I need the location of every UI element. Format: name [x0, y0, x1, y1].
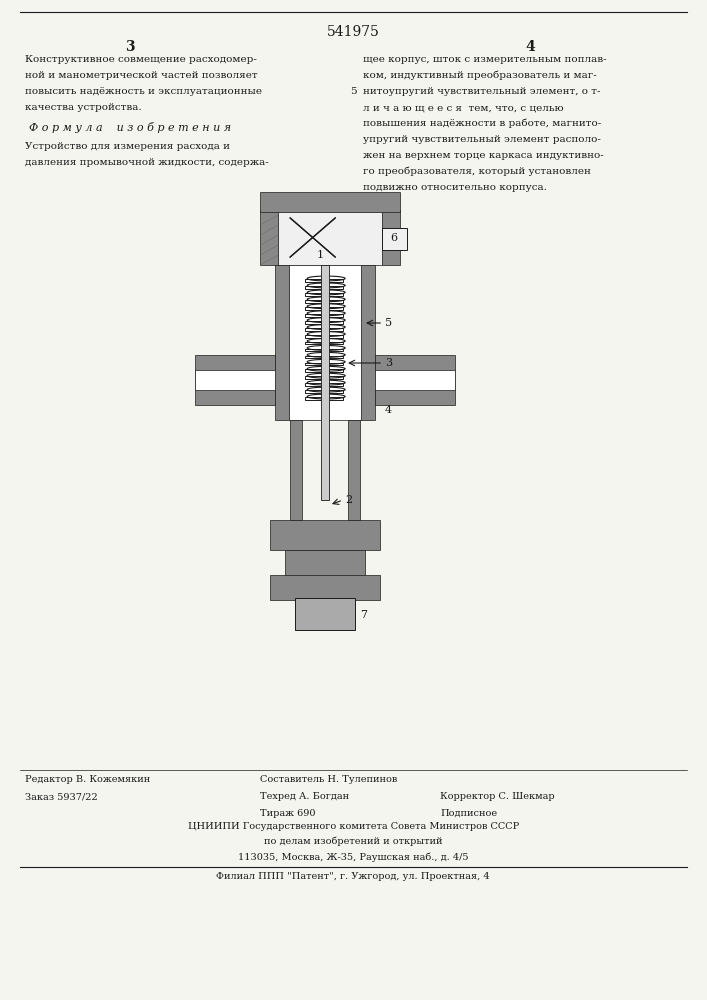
- Text: ЦНИИПИ Государственного комитета Совета Министров СССР: ЦНИИПИ Государственного комитета Совета …: [187, 822, 519, 831]
- Text: качества устройства.: качества устройства.: [25, 103, 142, 112]
- Bar: [375, 355, 455, 405]
- Text: 541975: 541975: [327, 25, 380, 39]
- Text: Заказ 5937/22: Заказ 5937/22: [25, 792, 98, 801]
- Text: Филиал ППП "Патент", г. Ужгород, ул. Проектная, 4: Филиал ППП "Патент", г. Ужгород, ул. Про…: [216, 872, 490, 881]
- Bar: [305, 328, 343, 331]
- Bar: [260, 210, 278, 265]
- Bar: [260, 192, 400, 212]
- Text: 6: 6: [390, 233, 398, 243]
- Text: ком, индуктивный преобразователь и маг-: ком, индуктивный преобразователь и маг-: [363, 71, 597, 81]
- Text: 5: 5: [385, 318, 392, 328]
- Text: го преобразователя, который установлен: го преобразователя, который установлен: [363, 167, 591, 176]
- Text: упругий чувствительный элемент располо-: упругий чувствительный элемент располо-: [363, 135, 601, 144]
- Bar: [375, 370, 455, 390]
- Text: Редактор В. Кожемякин: Редактор В. Кожемякин: [25, 775, 151, 784]
- Text: л и ч а ю щ е е с я  тем, что, с целью: л и ч а ю щ е е с я тем, что, с целью: [363, 103, 563, 112]
- Text: 113035, Москва, Ж-35, Раушская наб., д. 4/5: 113035, Москва, Ж-35, Раушская наб., д. …: [238, 852, 469, 861]
- Bar: [305, 369, 343, 372]
- Text: Устройство для измерения расхода и: Устройство для измерения расхода и: [25, 142, 230, 151]
- Bar: [305, 342, 343, 344]
- Bar: [305, 293, 343, 296]
- Bar: [305, 279, 343, 282]
- Text: Техред А. Богдан: Техред А. Богдан: [260, 792, 349, 801]
- Bar: [305, 397, 343, 400]
- Bar: [278, 212, 382, 265]
- Bar: [321, 265, 329, 500]
- Text: Корректор С. Шекмар: Корректор С. Шекмар: [440, 792, 555, 801]
- Text: нитоупругий чувствительный элемент, о т-: нитоупругий чувствительный элемент, о т-: [363, 87, 601, 96]
- Bar: [305, 335, 343, 338]
- Text: 5: 5: [350, 87, 356, 96]
- Bar: [305, 314, 343, 317]
- Bar: [305, 376, 343, 379]
- Bar: [270, 575, 380, 600]
- Text: повышения надёжности в работе, магнито-: повышения надёжности в работе, магнито-: [363, 119, 602, 128]
- Bar: [382, 210, 400, 265]
- Text: 4: 4: [525, 40, 535, 54]
- Bar: [305, 349, 343, 351]
- Text: 7: 7: [360, 610, 367, 620]
- Bar: [305, 321, 343, 324]
- Text: щее корпус, шток с измерительным поплав-: щее корпус, шток с измерительным поплав-: [363, 55, 607, 64]
- Bar: [305, 390, 343, 393]
- Bar: [289, 265, 361, 420]
- Text: Тираж 690: Тираж 690: [260, 809, 316, 818]
- Bar: [305, 383, 343, 386]
- Text: Конструктивное совмещение расходомер-: Конструктивное совмещение расходомер-: [25, 55, 257, 64]
- Text: жен на верхнем торце каркаса индуктивно-: жен на верхнем торце каркаса индуктивно-: [363, 151, 604, 160]
- Bar: [305, 286, 343, 289]
- Bar: [275, 265, 289, 420]
- Bar: [305, 362, 343, 365]
- Text: подвижно относительно корпуса.: подвижно относительно корпуса.: [363, 183, 547, 192]
- Bar: [348, 420, 360, 520]
- Bar: [382, 228, 407, 250]
- Bar: [285, 550, 365, 580]
- Text: 3: 3: [125, 40, 135, 54]
- Text: по делам изобретений и открытий: по делам изобретений и открытий: [264, 837, 443, 846]
- Text: 4: 4: [385, 405, 392, 415]
- Text: давления промывочной жидкости, содержа-: давления промывочной жидкости, содержа-: [25, 158, 269, 167]
- Text: 3: 3: [385, 358, 392, 368]
- Bar: [305, 300, 343, 303]
- Bar: [296, 598, 355, 630]
- Text: 1: 1: [317, 250, 324, 260]
- Bar: [290, 420, 302, 520]
- Text: повысить надёжность и эксплуатационные: повысить надёжность и эксплуатационные: [25, 87, 262, 96]
- Text: Составитель Н. Тулепинов: Составитель Н. Тулепинов: [260, 775, 397, 784]
- Bar: [361, 265, 375, 420]
- Text: Ф о р м у л а    и з о б р е т е н и я: Ф о р м у л а и з о б р е т е н и я: [29, 122, 231, 133]
- Text: Подписное: Подписное: [440, 809, 497, 818]
- Bar: [305, 307, 343, 310]
- Bar: [195, 355, 275, 405]
- Bar: [270, 520, 380, 550]
- Text: 2: 2: [345, 495, 352, 505]
- Text: ной и манометрической частей позволяет: ной и манометрической частей позволяет: [25, 71, 258, 80]
- Bar: [305, 356, 343, 358]
- Bar: [195, 370, 275, 390]
